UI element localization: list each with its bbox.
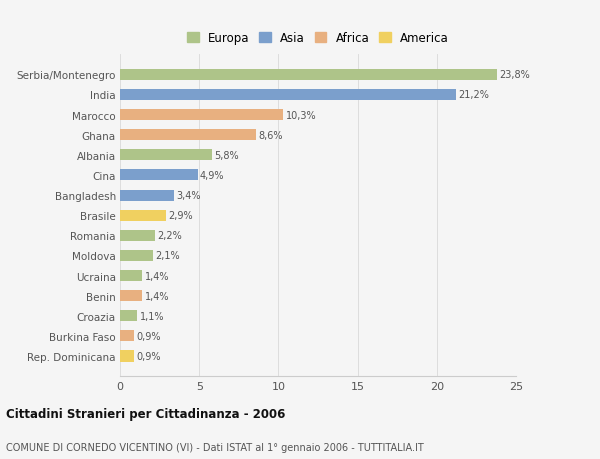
- Bar: [120, 170, 197, 181]
- Text: 5,8%: 5,8%: [214, 151, 239, 161]
- Bar: [120, 351, 134, 362]
- Bar: [120, 291, 142, 302]
- Text: 0,9%: 0,9%: [137, 331, 161, 341]
- Bar: [120, 230, 155, 241]
- Bar: [120, 130, 256, 141]
- Bar: [120, 150, 212, 161]
- Bar: [120, 311, 137, 322]
- Bar: [120, 190, 174, 201]
- Bar: [120, 110, 283, 121]
- Text: 1,4%: 1,4%: [145, 291, 169, 301]
- Bar: [120, 250, 153, 262]
- Bar: [120, 330, 134, 341]
- Text: 0,9%: 0,9%: [137, 351, 161, 361]
- Bar: [120, 70, 497, 81]
- Text: 1,4%: 1,4%: [145, 271, 169, 281]
- Text: 8,6%: 8,6%: [259, 130, 283, 140]
- Text: 2,1%: 2,1%: [155, 251, 180, 261]
- Text: 23,8%: 23,8%: [499, 70, 530, 80]
- Text: 2,9%: 2,9%: [169, 211, 193, 221]
- Text: 10,3%: 10,3%: [286, 110, 316, 120]
- Text: 4,9%: 4,9%: [200, 171, 224, 180]
- Bar: [120, 270, 142, 281]
- Text: 3,4%: 3,4%: [176, 190, 201, 201]
- Text: 21,2%: 21,2%: [458, 90, 489, 100]
- Text: 2,2%: 2,2%: [157, 231, 182, 241]
- Text: COMUNE DI CORNEDO VICENTINO (VI) - Dati ISTAT al 1° gennaio 2006 - TUTTITALIA.IT: COMUNE DI CORNEDO VICENTINO (VI) - Dati …: [6, 442, 424, 452]
- Text: 1,1%: 1,1%: [140, 311, 164, 321]
- Legend: Europa, Asia, Africa, America: Europa, Asia, Africa, America: [184, 29, 452, 49]
- Bar: [120, 90, 456, 101]
- Text: Cittadini Stranieri per Cittadinanza - 2006: Cittadini Stranieri per Cittadinanza - 2…: [6, 407, 286, 420]
- Bar: [120, 210, 166, 221]
